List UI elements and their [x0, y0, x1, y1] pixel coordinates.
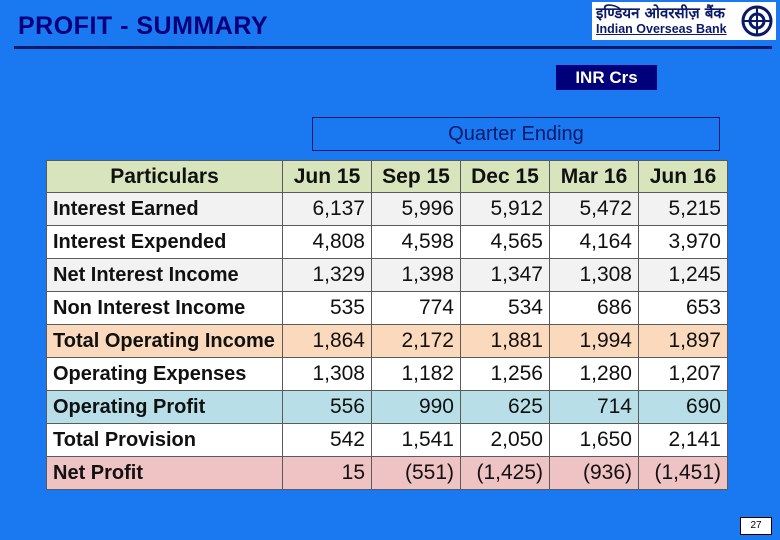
column-header-particulars: Particulars [46, 160, 283, 193]
bank-logo: इण्डियन ओवरसीज़ बैंक Indian Overseas Ban… [592, 2, 776, 40]
row-value: 1,280 [549, 357, 639, 391]
row-value: 1,329 [282, 258, 372, 292]
row-value: 774 [371, 291, 461, 325]
unit-label: INR Crs [556, 65, 657, 90]
slide-title: PROFIT - SUMMARY [18, 12, 269, 40]
row-value: 2,172 [371, 324, 461, 358]
row-value: (1,425) [460, 456, 550, 490]
profit-summary-table: Particulars Jun 15 Sep 15 Dec 15 Mar 16 … [46, 160, 728, 490]
row-label: Non Interest Income [46, 291, 283, 325]
row-value: 535 [282, 291, 372, 325]
row-value: 1,881 [460, 324, 550, 358]
table-row: Total Operating Income 1,864 2,172 1,881 1,9… [46, 324, 728, 358]
logo-english-text: Indian Overseas Bank [596, 22, 727, 36]
row-value: 1,398 [371, 258, 461, 292]
table-header-row: Particulars Jun 15 Sep 15 Dec 15 Mar 16 … [46, 160, 728, 193]
row-value: 990 [371, 390, 461, 424]
row-value: 714 [549, 390, 639, 424]
row-value: 5,472 [549, 192, 639, 226]
row-value: 4,565 [460, 225, 550, 259]
row-value: 4,808 [282, 225, 372, 259]
title-divider [14, 46, 772, 49]
column-header-quarter: Mar 16 [549, 160, 639, 193]
row-value: 15 [282, 456, 372, 490]
row-label: Operating Expenses [46, 357, 283, 391]
row-value: 5,215 [638, 192, 728, 226]
table-row: Operating Expenses 1,308 1,182 1,256 1,280 1,… [46, 357, 728, 391]
table-row: Net Interest Income 1,329 1,398 1,347 1,308 1… [46, 258, 728, 292]
row-value: 686 [549, 291, 639, 325]
row-value: 5,912 [460, 192, 550, 226]
row-value: 1,994 [549, 324, 639, 358]
table-row: Net Profit 15 (551) (1,425) (936) (1,451) [46, 456, 728, 490]
iob-logo-icon [740, 4, 774, 38]
column-header-quarter: Jun 16 [638, 160, 728, 193]
row-label: Total Provision [46, 423, 283, 457]
row-label: Interest Earned [46, 192, 283, 226]
column-header-quarter: Sep 15 [371, 160, 461, 193]
row-value: 5,996 [371, 192, 461, 226]
row-label: Net Interest Income [46, 258, 283, 292]
row-value: 542 [282, 423, 372, 457]
row-value: 6,137 [282, 192, 372, 226]
period-header: Quarter Ending [312, 117, 720, 151]
table-row: Operating Profit 556 990 625 714 690 [46, 390, 728, 424]
row-value: 1,347 [460, 258, 550, 292]
logo-hindi-text: इण्डियन ओवरसीज़ बैंक [596, 4, 725, 22]
row-value: 4,598 [371, 225, 461, 259]
row-value: (936) [549, 456, 639, 490]
row-value: 690 [638, 390, 728, 424]
table-row: Interest Earned 6,137 5,996 5,912 5,472 5,215 [46, 192, 728, 226]
row-value: 1,650 [549, 423, 639, 457]
row-value: 1,897 [638, 324, 728, 358]
row-value: 534 [460, 291, 550, 325]
row-value: 653 [638, 291, 728, 325]
row-label: Interest Expended [46, 225, 283, 259]
row-value: 556 [282, 390, 372, 424]
row-value: (551) [371, 456, 461, 490]
row-label: Operating Profit [46, 390, 283, 424]
row-value: 1,207 [638, 357, 728, 391]
table-row: Total Provision 542 1,541 2,050 1,650 2,141 [46, 423, 728, 457]
row-value: 1,245 [638, 258, 728, 292]
table-row: Non Interest Income 535 774 534 686 653 [46, 291, 728, 325]
row-value: 1,541 [371, 423, 461, 457]
row-value: 3,970 [638, 225, 728, 259]
row-label: Net Profit [46, 456, 283, 490]
row-value: 1,256 [460, 357, 550, 391]
row-value: 625 [460, 390, 550, 424]
table-row: Interest Expended 4,808 4,598 4,565 4,164 3,9… [46, 225, 728, 259]
row-value: 2,141 [638, 423, 728, 457]
row-value: 1,182 [371, 357, 461, 391]
row-value: 1,864 [282, 324, 372, 358]
row-value: 4,164 [549, 225, 639, 259]
row-label: Total Operating Income [46, 324, 283, 358]
row-value: 1,308 [282, 357, 372, 391]
row-value: 1,308 [549, 258, 639, 292]
row-value: 2,050 [460, 423, 550, 457]
column-header-quarter: Dec 15 [460, 160, 550, 193]
column-header-quarter: Jun 15 [282, 160, 372, 193]
page-number: 27 [740, 517, 772, 535]
row-value: (1,451) [638, 456, 728, 490]
